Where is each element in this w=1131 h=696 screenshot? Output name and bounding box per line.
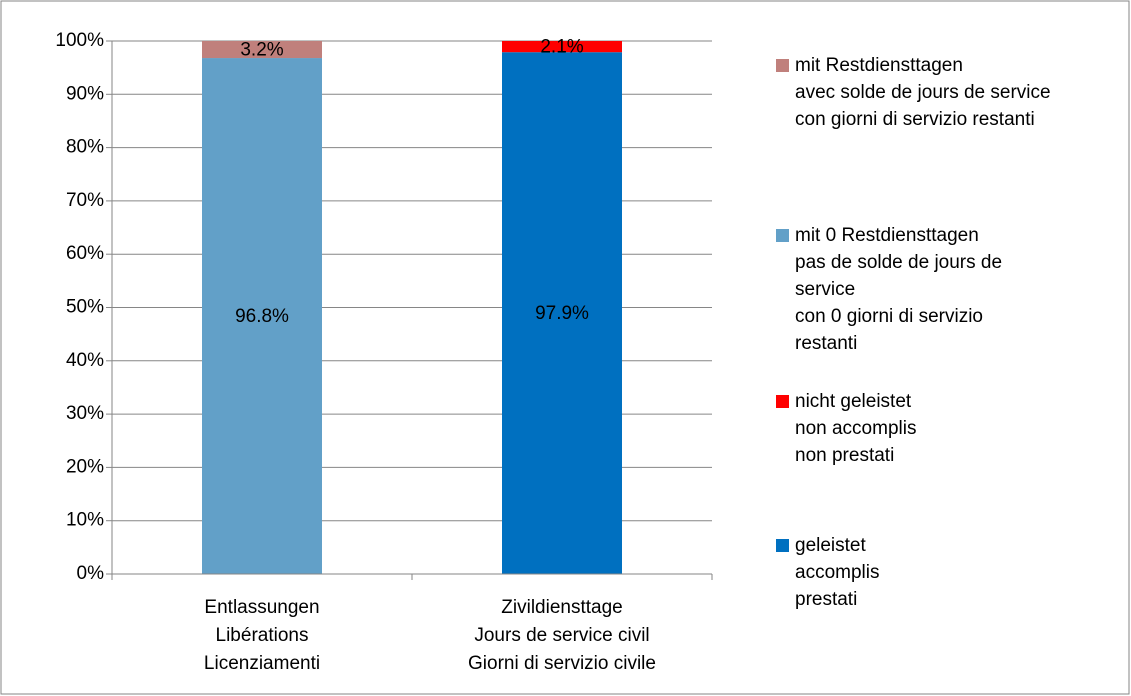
legend-entry: mit 0 Restdiensttagen pas de solde de jo… (776, 222, 1002, 357)
legend-swatch (776, 395, 789, 408)
legend-entry: nicht geleistet non accomplis non presta… (776, 388, 916, 469)
legend-label: mit 0 Restdiensttagen pas de solde de jo… (795, 225, 1003, 354)
y-tick-label: 90% (66, 83, 104, 104)
legend-label: geleistet accomplis prestati (795, 535, 880, 610)
y-tick-label: 70% (66, 190, 104, 211)
data-label: 3.2% (240, 40, 283, 61)
legend-swatch (776, 59, 789, 72)
data-label: 97.9% (535, 303, 589, 324)
legend-label: nicht geleistet non accomplis non presta… (795, 391, 917, 466)
legend-swatch (776, 539, 789, 552)
legend-entry: mit Restdiensttagen avec solde de jours … (776, 52, 1051, 133)
legend-label: mit Restdiensttagen avec solde de jours … (795, 55, 1051, 130)
y-tick-label: 50% (66, 297, 104, 318)
bar-segment (502, 41, 622, 53)
data-label: 96.8% (235, 306, 289, 327)
bar-segment (202, 41, 322, 59)
data-label: 2.1% (540, 37, 583, 58)
legend-swatch (776, 229, 789, 242)
x-tick-label: Entlassungen Libérations Licenziamenti (204, 597, 320, 674)
y-tick-label: 100% (55, 30, 104, 51)
x-tick-label: Zivildiensttage Jours de service civil Gio… (468, 597, 656, 674)
y-tick-label: 20% (66, 456, 104, 477)
y-tick-label: 80% (66, 137, 104, 158)
bar-segment (502, 52, 622, 575)
y-tick-label: 60% (66, 243, 104, 264)
y-tick-label: 10% (66, 510, 104, 531)
y-tick-label: 30% (66, 403, 104, 424)
legend-entry: geleistet accomplis prestati (776, 532, 879, 613)
bar-segment (202, 58, 322, 574)
y-tick-label: 0% (77, 563, 105, 584)
y-tick-label: 40% (66, 350, 104, 371)
